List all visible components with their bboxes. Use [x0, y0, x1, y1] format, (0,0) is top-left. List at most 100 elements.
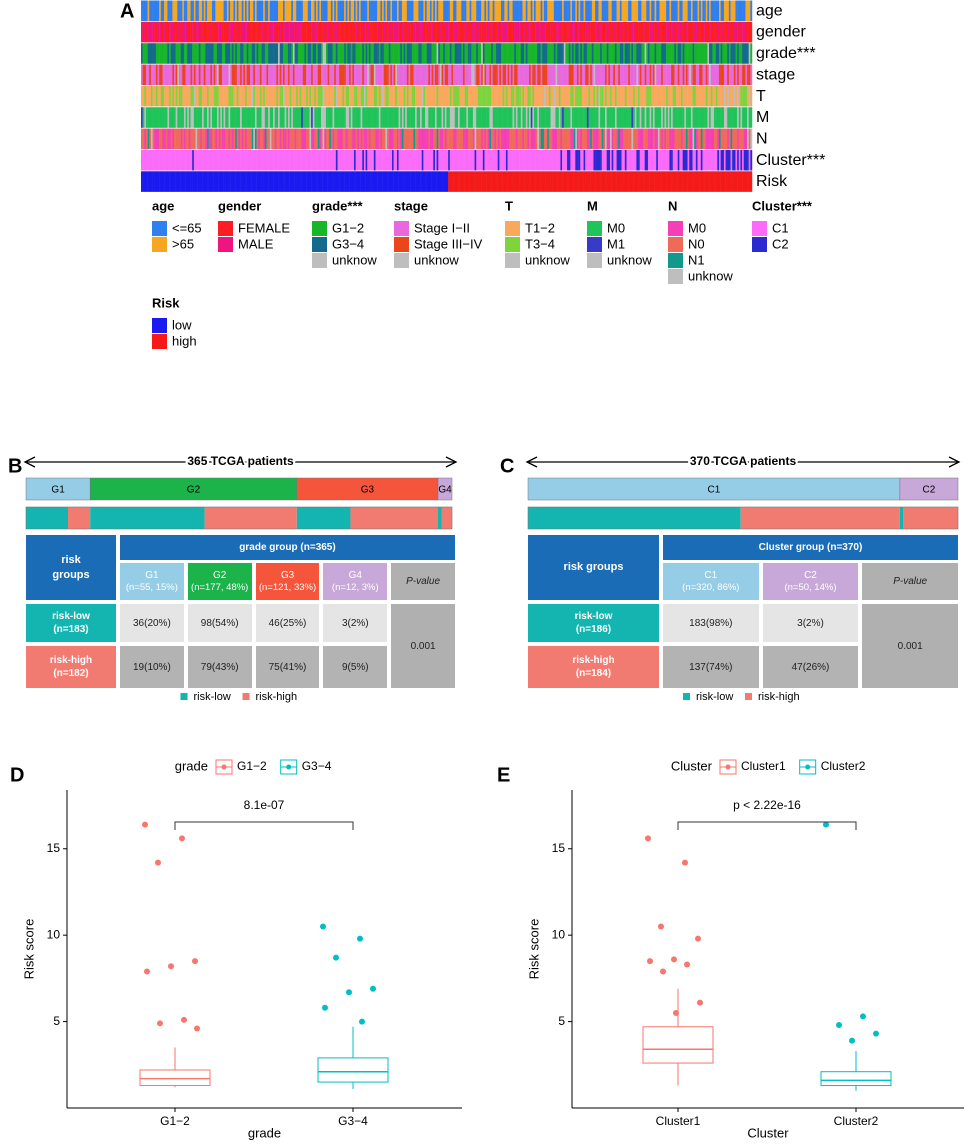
heatmap-cell — [750, 0, 753, 22]
heatmap-cell — [393, 171, 396, 192]
heatmap-cell — [550, 171, 553, 192]
heatmap-cell — [725, 21, 728, 43]
heatmap-cell — [400, 43, 403, 64]
heatmap-cell — [160, 128, 163, 150]
heatmap-cell — [580, 43, 583, 64]
heatmap-cell — [439, 128, 442, 150]
heatmap-cell — [492, 128, 495, 150]
heatmap-cell — [636, 171, 639, 192]
heatmap-cell — [334, 0, 337, 22]
heatmap-cell — [207, 43, 209, 64]
heatmap-cell — [514, 21, 517, 43]
heatmap-row-label: T — [756, 88, 766, 105]
heatmap-cell — [190, 128, 193, 150]
point — [157, 1020, 163, 1027]
heatmap-cell — [590, 171, 593, 192]
heatmap-cell — [145, 21, 148, 43]
heatmap-cell — [505, 171, 508, 192]
heatmap-cell — [705, 21, 708, 43]
heatmap-cell — [624, 43, 627, 64]
heatmap-cell — [281, 0, 284, 22]
heatmap-cell — [254, 0, 257, 22]
heatmap-cell — [438, 85, 441, 107]
heatmap-cell — [150, 0, 153, 22]
heatmap-cell — [489, 85, 492, 107]
heatmap-cell — [664, 64, 667, 86]
legend-swatch — [180, 693, 188, 700]
heatmap-cell — [605, 128, 607, 150]
heatmap-cell — [354, 85, 356, 107]
heatmap-cell — [499, 64, 502, 86]
heatmap-cell — [309, 149, 312, 171]
legend-swatch — [752, 237, 767, 252]
heatmap-cell — [565, 64, 568, 86]
heatmap-cell — [377, 171, 380, 192]
heatmap-cell — [178, 149, 181, 171]
heatmap-cell — [172, 171, 175, 192]
column-header: G2 (n=177, 48%) — [187, 563, 252, 600]
heatmap-cell — [368, 21, 371, 43]
heatmap-cell — [142, 43, 145, 64]
heatmap-cell — [709, 43, 711, 64]
heatmap-cell — [400, 21, 403, 43]
heatmap-cell — [720, 0, 723, 22]
heatmap-cell — [555, 43, 558, 64]
heatmap-cell — [388, 0, 391, 22]
heatmap-cell — [492, 171, 495, 192]
heatmap-cell — [463, 0, 465, 22]
heatmap-cell — [497, 149, 500, 171]
column-header: G1 (n=55, 15%) — [120, 563, 184, 600]
heatmap-cell — [355, 107, 358, 128]
heatmap-cell — [575, 64, 578, 86]
heatmap-cell — [560, 128, 563, 150]
heatmap-cell — [292, 171, 295, 192]
heatmap-cell — [382, 64, 384, 86]
heatmap-cell — [263, 43, 266, 64]
heatmap-cell — [652, 107, 655, 128]
heatmap-cell — [423, 128, 426, 150]
heatmap-cell — [164, 0, 167, 22]
heatmap-cell — [283, 107, 285, 128]
heatmap-cell — [185, 171, 188, 192]
heatmap-cell — [707, 149, 710, 171]
heatmap-cell — [330, 43, 333, 64]
heatmap-cell — [425, 0, 427, 22]
heatmap-cell — [712, 107, 715, 128]
heatmap-cell — [302, 21, 305, 43]
heatmap-cell — [223, 128, 226, 150]
heatmap-cell — [560, 171, 563, 192]
heatmap-cell — [395, 107, 398, 128]
heatmap-cell — [425, 128, 427, 150]
heatmap-cell — [152, 128, 155, 150]
heatmap-cell — [178, 0, 181, 22]
heatmap-cell — [704, 85, 707, 107]
heatmap-cell — [609, 149, 612, 171]
heatmap-cell — [657, 128, 660, 150]
heatmap-cell — [540, 43, 543, 64]
heatmap-cell — [557, 43, 560, 64]
heatmap-cell — [335, 128, 338, 150]
heatmap-cell — [613, 0, 616, 22]
heatmap-cell — [185, 149, 188, 171]
heatmap-cell — [395, 43, 398, 64]
heatmap-cell — [382, 128, 384, 150]
heatmap-cell — [416, 149, 419, 171]
heatmap-cell — [446, 64, 449, 86]
heatmap-cell — [573, 43, 576, 64]
heatmap-cell — [207, 149, 209, 171]
risk-bar — [350, 507, 438, 529]
risk-bar — [26, 507, 69, 529]
heatmap-cell — [202, 128, 205, 150]
heatmap-cell — [357, 128, 360, 150]
heatmap-cell — [489, 0, 492, 22]
heatmap-cell — [423, 21, 426, 43]
heatmap-cell — [317, 43, 320, 64]
heatmap-cell — [710, 149, 713, 171]
heatmap-cell — [403, 43, 406, 64]
heatmap-cell — [373, 0, 376, 22]
heatmap-cell — [674, 107, 677, 128]
heatmap-cell — [626, 43, 629, 64]
heatmap-cell — [420, 64, 422, 86]
heatmap-cell — [169, 43, 171, 64]
heatmap-cell — [727, 85, 730, 107]
